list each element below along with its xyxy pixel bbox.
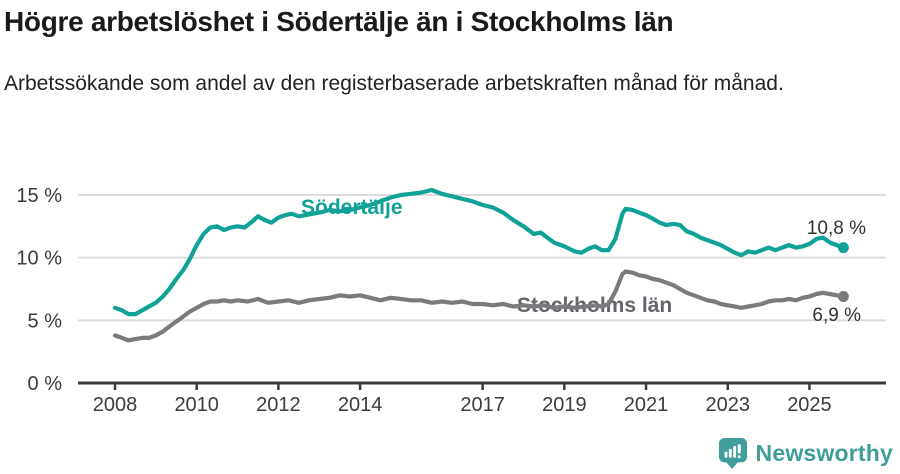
x-tick-label: 2008 bbox=[93, 394, 138, 416]
series-line-sodertalje bbox=[112, 187, 846, 317]
series-end-value-sodertalje: 10,8 % bbox=[807, 218, 866, 239]
series-line-stockholms-lan bbox=[112, 269, 846, 343]
page-subtitle: Arbetssökande som andel av den registerb… bbox=[4, 72, 784, 95]
x-tick-label: 2014 bbox=[338, 394, 383, 416]
y-tick-label: 5 % bbox=[28, 310, 63, 332]
series-end-dot-sodertalje bbox=[837, 242, 849, 254]
x-tick-label: 2010 bbox=[174, 394, 219, 416]
y-tick-label: 15 % bbox=[16, 185, 62, 207]
series-end-value-stockholms-lan: 6,9 % bbox=[812, 305, 861, 326]
newsworthy-logo-icon bbox=[718, 437, 747, 469]
page-title: Högre arbetslöshet i Södertälje än i Sto… bbox=[4, 6, 674, 37]
x-tick-label: 2023 bbox=[706, 394, 751, 416]
newsworthy-brand: Newsworthy bbox=[718, 437, 893, 469]
y-tick-label: 10 % bbox=[16, 248, 62, 270]
x-tick-label: 2012 bbox=[256, 394, 301, 416]
y-tick-label: 0 % bbox=[28, 373, 63, 395]
newsworthy-brand-text: Newsworthy bbox=[755, 439, 893, 466]
x-tick-label: 2021 bbox=[624, 394, 669, 416]
x-tick-label: 2017 bbox=[460, 394, 505, 416]
series-end-dot-stockholms-lan bbox=[837, 291, 849, 302]
x-tick-label: 2019 bbox=[542, 394, 587, 416]
x-tick-label: 2025 bbox=[787, 394, 832, 416]
